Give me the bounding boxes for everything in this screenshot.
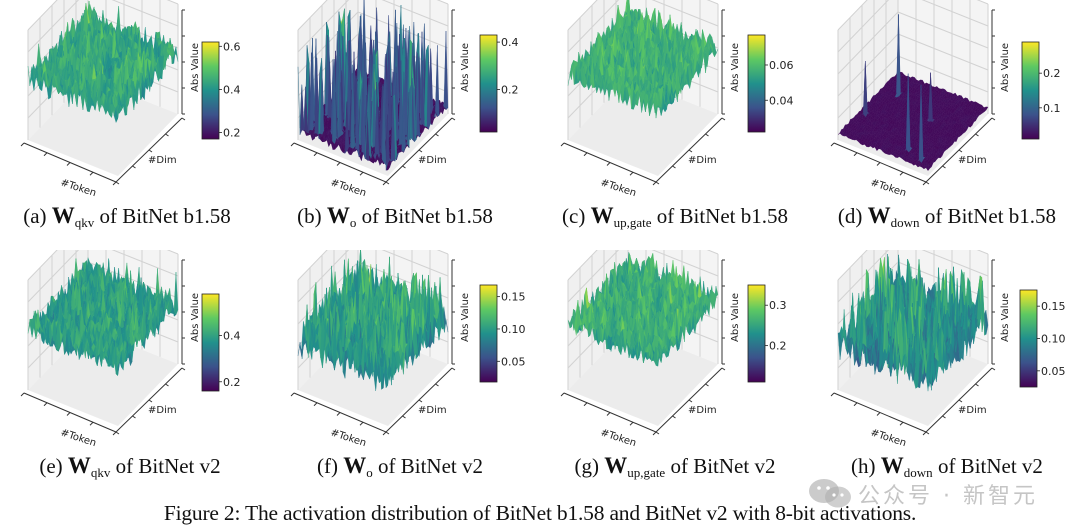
colorbar xyxy=(201,41,220,140)
axes xyxy=(20,9,186,186)
surface-mesh xyxy=(567,0,719,119)
colorbar-tick-label: 0.04 xyxy=(769,94,794,107)
dim-axis-label: #Dim xyxy=(418,155,447,166)
z-axis-label: Abs Value xyxy=(190,43,201,92)
dim-axis-label: #Dim xyxy=(148,155,177,166)
token-tick xyxy=(66,162,71,166)
dim-axis-label: #Dim xyxy=(688,155,717,166)
dim-tick xyxy=(181,117,186,121)
token-tick xyxy=(652,181,657,186)
dim-tick xyxy=(688,149,693,153)
axes xyxy=(560,9,726,186)
dim-tick xyxy=(705,133,709,137)
surface-plot-b: #Token #Dim Abs Value 0.4 0.2 xyxy=(290,0,519,199)
token-tick xyxy=(359,171,364,176)
token-tick xyxy=(43,152,48,157)
colorbar-tick-label: 0.2 xyxy=(223,127,241,140)
back-wall-left xyxy=(838,0,898,140)
token-tick xyxy=(112,181,117,186)
dim-tick xyxy=(655,181,660,185)
token-axis-label: #Token xyxy=(59,177,97,199)
floor-pane xyxy=(568,78,718,176)
dim-tick xyxy=(132,165,136,169)
panel-b: #Token #Dim Abs Value 0.4 0.2 xyxy=(270,0,540,240)
panel-a: #Token #Dim Abs Value 0.6 0.4 0.2 xyxy=(0,0,270,240)
dim-tick xyxy=(402,165,406,169)
surface-plot-c: #Token #Dim Abs Value 0.06 0.04 xyxy=(560,0,794,199)
dim-tick xyxy=(418,149,423,153)
colorbar-tick-label: 0.06 xyxy=(769,59,794,72)
floor-pane xyxy=(28,78,178,176)
token-tick xyxy=(382,181,387,186)
surface-cell xyxy=(567,64,572,86)
token-axis-label: #Token xyxy=(329,177,367,199)
surface-plot-a: #Token #Dim Abs Value 0.6 0.4 0.2 xyxy=(20,0,241,199)
dim-tick xyxy=(435,133,439,137)
token-tick xyxy=(89,171,94,176)
panel-d: #Token #Dim Abs Value 0.2 0.1 xyxy=(810,0,1080,240)
surface-mesh xyxy=(297,0,449,171)
panel-c: #Token #Dim Abs Value 0.06 0.04 xyxy=(540,0,810,240)
token-tick xyxy=(313,152,318,157)
token-tick xyxy=(560,142,565,147)
colorbar-tick-label: 0.2 xyxy=(501,83,519,96)
dim-tick xyxy=(721,117,726,121)
dim-tick xyxy=(672,165,676,169)
dim-tick xyxy=(165,133,169,137)
colorbar-tick-label: 0.4 xyxy=(501,36,519,49)
dim-tick xyxy=(148,149,153,153)
surface-cell xyxy=(27,66,32,86)
colorbar-tick-label: 0.4 xyxy=(223,83,241,96)
axes xyxy=(290,9,456,186)
dim-tick xyxy=(451,117,456,121)
dim-tick xyxy=(385,181,390,185)
colorbar-tick-label: 0.6 xyxy=(223,40,241,53)
surface-cell xyxy=(297,66,302,135)
surface-mesh xyxy=(27,1,179,123)
dim-tick xyxy=(115,181,120,185)
token-tick xyxy=(20,142,25,147)
token-tick xyxy=(336,162,341,166)
colorbar xyxy=(479,34,498,133)
z-axis-label: Abs Value xyxy=(460,43,471,92)
token-tick xyxy=(290,142,295,147)
token-axis-label: #Token xyxy=(599,177,637,199)
token-tick xyxy=(583,152,588,157)
z-axis-label: Abs Value xyxy=(730,43,741,92)
token-tick xyxy=(629,171,634,176)
token-tick xyxy=(606,162,611,166)
colorbar xyxy=(747,34,766,133)
surface-mesh xyxy=(837,14,989,171)
